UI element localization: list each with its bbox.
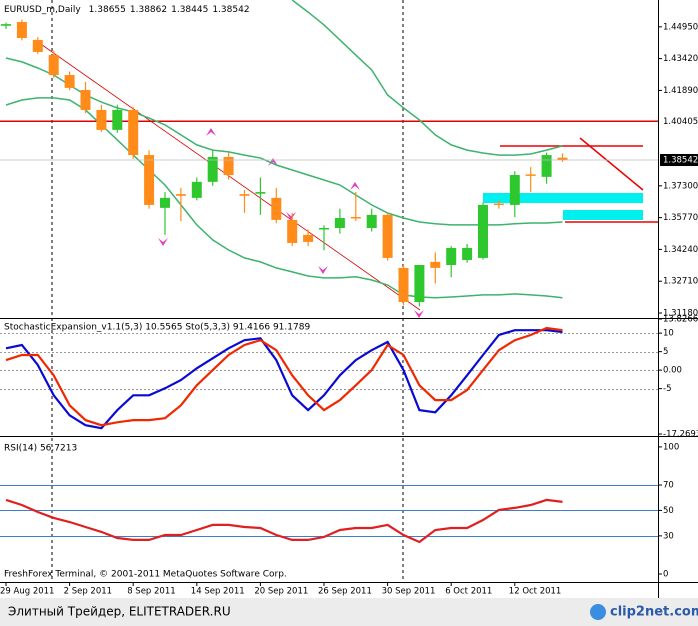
close: 1.38542 [212,5,249,15]
candle-body [207,156,218,182]
current-price-box [660,153,698,166]
horizontal-line-label: 1.40405 [663,117,698,127]
candle-body [334,218,345,229]
y-tick-label: 10 [663,329,674,339]
fractal-markers [158,128,424,318]
y-tick-label: 0.00 [663,366,682,376]
logo: clip2net.com [610,605,698,620]
symbol: EURUSD_m,Daily [4,5,81,15]
x-tick-label: 29 Aug 2011 [0,587,54,597]
y-tick-label: 1.34240 [663,245,698,255]
candle-body [509,175,520,205]
candle-body [382,214,393,258]
x-tick-label: 2 Sep 2011 [64,587,112,597]
candle-body [112,109,123,130]
y-tick-label: 0 [663,569,668,579]
panel [0,0,658,307]
rsi-title: RSI(14) 56.7213 [4,444,77,454]
footer-text: Элитный Трейдер, ELITETRADER.RU [8,605,231,619]
candle-body [350,216,361,219]
copyright: FreshForex Terminal, © 2001-2011 MetaQuo… [4,570,287,580]
candle-body [80,89,91,110]
series-line [5,498,563,544]
candle-body [255,192,266,194]
candle-body [430,261,441,268]
y-tick-label: 1.35770 [663,213,698,223]
candle-body [160,197,170,208]
candle-body [64,75,75,88]
candle-body [48,55,59,76]
candle-body [493,203,504,205]
candle-body [525,174,536,176]
candle-body [223,156,234,176]
candle-body [478,204,488,258]
series-line [5,326,563,427]
candle-body [398,267,409,302]
x-tick-label: 30 Sep 2011 [382,587,436,597]
candle-body [319,228,329,230]
candle-body [239,194,250,196]
y-tick-label: -5 [663,384,671,394]
y-tick-label: 1.41890 [663,86,698,96]
candle-body [446,247,457,265]
y-tick-label: 30 [663,531,674,541]
high: 1.38862 [130,5,167,15]
candle-body [366,214,377,229]
candle-body [144,155,155,205]
y-tick-label: 1.43420 [663,54,698,64]
footer-bar [0,598,698,626]
x-tick-label: 8 Sep 2011 [127,587,175,597]
candle-body [1,24,11,26]
x-tick-label: 12 Oct 2011 [509,587,562,597]
y-tick-label: 70 [663,481,674,491]
y-tick-label: 1.37300 [663,181,698,191]
candle-body [541,155,552,177]
y-tick-label: -17.2693 [663,430,698,440]
candle-body [287,219,298,243]
candle-body [16,22,27,39]
candle-body [128,109,139,156]
ray [579,137,644,191]
current-price-label: 1.38542 [663,155,698,165]
y-tick-label: 50 [663,506,674,516]
series-line [5,57,563,226]
y-tick-label: 100 [663,442,679,452]
x-tick-label: 26 Sep 2011 [318,587,372,597]
y-tick-label: 1.32710 [663,277,698,287]
candle-body [303,234,314,242]
candle-body [557,157,568,160]
stochastic-title: StochasticExpansion_v1.1(5,3) 10.5565 St… [4,323,310,333]
low: 1.38445 [171,5,208,15]
zone [563,210,643,220]
y-tick-label: 1.44950 [663,22,698,32]
candle-body [414,265,425,302]
candle-body [175,194,186,196]
x-tick-label: 20 Sep 2011 [254,587,308,597]
y-tick-label: 5 [663,347,668,357]
x-tick-label: 6 Oct 2011 [445,587,492,597]
zone [483,193,643,203]
open: 1.38655 [89,5,126,15]
series-line [5,329,563,430]
main-header: EURUSD_m,Daily 1.38655 1.38862 1.38445 1.385… [4,5,250,15]
x-tick-label: 14 Sep 2011 [191,587,245,597]
candle-body [96,109,107,130]
candle-body [462,247,473,261]
candle-body [32,39,43,52]
panel [0,326,658,430]
y-tick-label: 13.8266 [663,315,698,325]
candle-body [271,197,282,220]
y-tick-label: 1.31180 [663,309,698,319]
panel [0,485,658,544]
candle-body [191,181,202,198]
background [0,0,698,598]
series-line [291,0,563,156]
logo-icon [590,604,606,620]
